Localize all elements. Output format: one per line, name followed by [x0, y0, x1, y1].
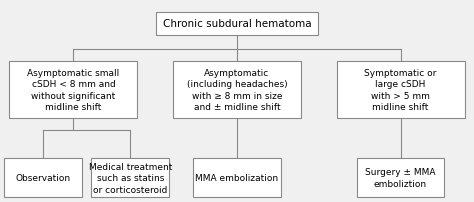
- FancyBboxPatch shape: [91, 159, 170, 197]
- Text: Surgery ± MMA
emboliztion: Surgery ± MMA emboliztion: [365, 168, 436, 188]
- Text: Asymptomatic small
cSDH < 8 mm and
without significant
midline shift: Asymptomatic small cSDH < 8 mm and witho…: [27, 68, 119, 112]
- Text: Chronic subdural hematoma: Chronic subdural hematoma: [163, 19, 311, 29]
- FancyBboxPatch shape: [3, 159, 82, 197]
- FancyBboxPatch shape: [193, 159, 281, 197]
- FancyBboxPatch shape: [173, 62, 301, 118]
- Text: MMA embolization: MMA embolization: [195, 173, 279, 182]
- FancyBboxPatch shape: [337, 62, 465, 118]
- Text: Medical treatment
such as statins
or corticosteroid: Medical treatment such as statins or cor…: [89, 162, 172, 194]
- Text: Observation: Observation: [15, 173, 70, 182]
- FancyBboxPatch shape: [9, 62, 137, 118]
- Text: Asymptomatic
(including headaches)
with ≥ 8 mm in size
and ± midline shift: Asymptomatic (including headaches) with …: [187, 68, 287, 112]
- FancyBboxPatch shape: [356, 159, 444, 197]
- FancyBboxPatch shape: [156, 13, 318, 36]
- Text: Symptomatic or
large cSDH
with > 5 mm
midline shift: Symptomatic or large cSDH with > 5 mm mi…: [365, 68, 437, 112]
